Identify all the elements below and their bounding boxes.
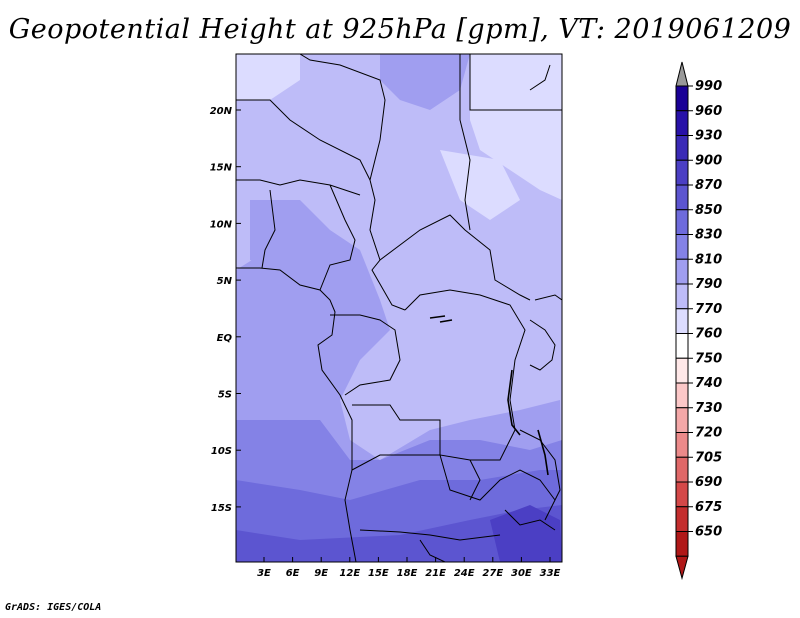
lakes — [429, 315, 549, 476]
colorbar-swatch — [675, 110, 689, 136]
colorbar-label: 900 — [695, 153, 722, 168]
colorbar-swatch — [675, 85, 689, 112]
lon-label: 18E — [397, 568, 418, 579]
border-line-17 — [519, 429, 561, 521]
lat-label: 10N — [210, 219, 233, 230]
field-810-westcoast — [250, 200, 330, 270]
map-title: Geopotential Height at 925hPa [gpm], VT:… — [8, 14, 792, 45]
field-770-northeast — [470, 54, 562, 200]
colorbar-swatch — [675, 209, 689, 235]
colorbar-label: 760 — [695, 327, 722, 342]
border-line-14 — [351, 454, 440, 471]
border-line-2 — [236, 99, 371, 181]
field-770-patch — [440, 150, 520, 220]
colorbar-label: 960 — [695, 104, 722, 119]
map-frame — [235, 53, 563, 563]
colorbar-label: 830 — [695, 228, 722, 243]
colorbar-swatch — [675, 357, 689, 384]
border-line-20 — [469, 459, 481, 501]
border-line-15 — [359, 529, 501, 541]
field-810-north — [380, 54, 470, 110]
colorbar-label: 770 — [695, 302, 722, 317]
african-west-coastline — [236, 267, 357, 562]
grads-credit: GrADS: IGES/COLA — [5, 602, 102, 613]
colorbar-label: 705 — [695, 450, 722, 465]
colorbar-label: 850 — [695, 203, 722, 218]
colorbar-label: 930 — [695, 129, 722, 144]
colorbar-label: 730 — [695, 401, 722, 416]
colorbar-swatch — [675, 432, 689, 458]
colorbar-swatch — [675, 135, 689, 161]
colorbar-swatch — [675, 456, 689, 483]
colorbar: 990 960 930 900 870 850 830 810 790 770 760 750 740 7… — [675, 61, 722, 581]
colorbar-label: 675 — [695, 500, 722, 515]
latitude-axis: 20N 15N 10N 5N EQ 5S 10S 15S — [210, 106, 241, 514]
lon-label: 30E — [511, 568, 532, 579]
lake-victoria-area — [529, 319, 556, 371]
border-line-16 — [439, 454, 556, 501]
border-line-11 — [330, 314, 401, 396]
colorbar-swatch — [675, 333, 689, 359]
colorbar-swatch — [675, 159, 689, 186]
field-870-south — [236, 505, 562, 562]
field-770-northwest — [236, 54, 300, 100]
colorbar-label: 990 — [695, 79, 722, 94]
field-900-southeast — [490, 505, 562, 562]
lon-label: 3E — [257, 568, 271, 579]
lon-label: 21E — [425, 568, 446, 579]
colorbar-label: 690 — [695, 475, 722, 490]
border-line-9 — [529, 64, 551, 91]
colorbar-swatch — [675, 382, 689, 409]
colorbar-over-arrow — [675, 61, 689, 87]
colorbar-swatch — [675, 407, 689, 433]
border-line-8 — [469, 54, 562, 111]
lon-label: 9E — [314, 568, 328, 579]
lake-small-1 — [429, 315, 446, 319]
colorbar-swatch — [675, 308, 689, 334]
lat-label: 15S — [211, 503, 232, 514]
border-line-7 — [459, 54, 471, 231]
lat-label: 15N — [210, 163, 233, 174]
lon-label: 15E — [368, 568, 389, 579]
border-line-6 — [379, 214, 531, 301]
border-line-3 — [236, 179, 361, 196]
colorbar-swatch — [675, 481, 689, 508]
colorbar-swatch — [675, 283, 689, 310]
lon-label: 12E — [339, 568, 360, 579]
lat-label: 20N — [210, 106, 233, 117]
colorbar-under-arrow — [675, 555, 689, 581]
lake-tanganyika — [507, 369, 521, 436]
border-line-5 — [319, 184, 356, 291]
lon-label: 24E — [454, 568, 475, 579]
lake-small-2 — [439, 319, 453, 323]
country-boundaries — [236, 54, 562, 562]
colorbar-swatch — [675, 234, 689, 260]
colorbar-swatch — [675, 506, 689, 532]
colorbar-swatch — [675, 184, 689, 211]
colorbar-label: 650 — [695, 525, 722, 540]
lake-malawi — [537, 429, 549, 476]
lat-label: 5N — [217, 276, 233, 287]
border-line-18 — [419, 539, 446, 562]
longitude-axis: 3E 6E 9E 12E 15E 18E 21E 24E 27E 30E 33E — [257, 557, 561, 579]
lat-label: 5S — [218, 390, 232, 401]
border-line-12 — [404, 289, 526, 431]
colorbar-label: 790 — [695, 277, 722, 292]
colorbar-label: 720 — [695, 426, 722, 441]
lat-label: EQ — [217, 333, 233, 344]
lon-label: 33E — [540, 568, 561, 579]
lon-label: 27E — [482, 568, 503, 579]
border-line-4 — [261, 189, 276, 269]
colorbar-swatch — [675, 258, 689, 285]
lat-label: 10S — [211, 446, 232, 457]
colorbar-label: 810 — [695, 252, 722, 267]
border-line-19 — [504, 509, 556, 531]
colorbar-label: 870 — [695, 178, 722, 193]
border-line-10 — [534, 294, 562, 301]
colorbar-swatch — [675, 531, 689, 557]
colorbar-label: 740 — [695, 376, 722, 391]
lon-label: 6E — [286, 568, 300, 579]
colorbar-label: 750 — [695, 351, 722, 366]
